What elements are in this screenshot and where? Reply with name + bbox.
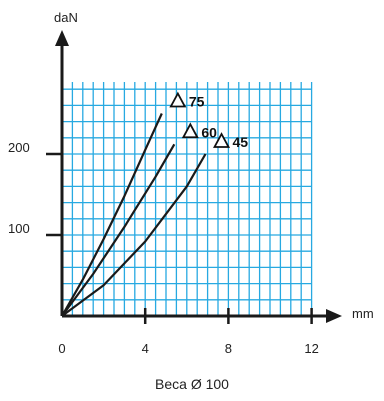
x-tick-label: 0 xyxy=(58,341,65,356)
y-tick-label: 200 xyxy=(8,140,30,155)
series: 75 60 45 xyxy=(61,91,249,317)
x-tick-label: 8 xyxy=(225,341,232,356)
y-axis-arrow-icon xyxy=(55,30,69,46)
y-axis-label: daN xyxy=(54,10,78,25)
triangle-icon xyxy=(169,91,187,108)
triangle-icon xyxy=(213,132,231,148)
y-tick-label: 100 xyxy=(8,221,30,236)
grid xyxy=(61,82,313,317)
series-line-75 xyxy=(61,113,163,317)
series-label-75: 75 xyxy=(189,94,205,110)
chart-caption: Beca Ø 100 xyxy=(155,376,229,392)
x-tick-label: 4 xyxy=(142,341,149,356)
ticks: 0 4 8 12 100 200 xyxy=(8,140,319,356)
x-axis-label: mm xyxy=(352,306,374,321)
x-tick-label: 12 xyxy=(304,341,318,356)
series-label-60: 60 xyxy=(201,124,217,140)
series-label-45: 45 xyxy=(233,134,249,150)
series-line-60 xyxy=(61,143,176,317)
triangle-icon xyxy=(181,122,199,139)
series-line-45 xyxy=(61,153,207,317)
axes xyxy=(55,30,342,323)
x-axis-arrow-icon xyxy=(326,309,342,323)
